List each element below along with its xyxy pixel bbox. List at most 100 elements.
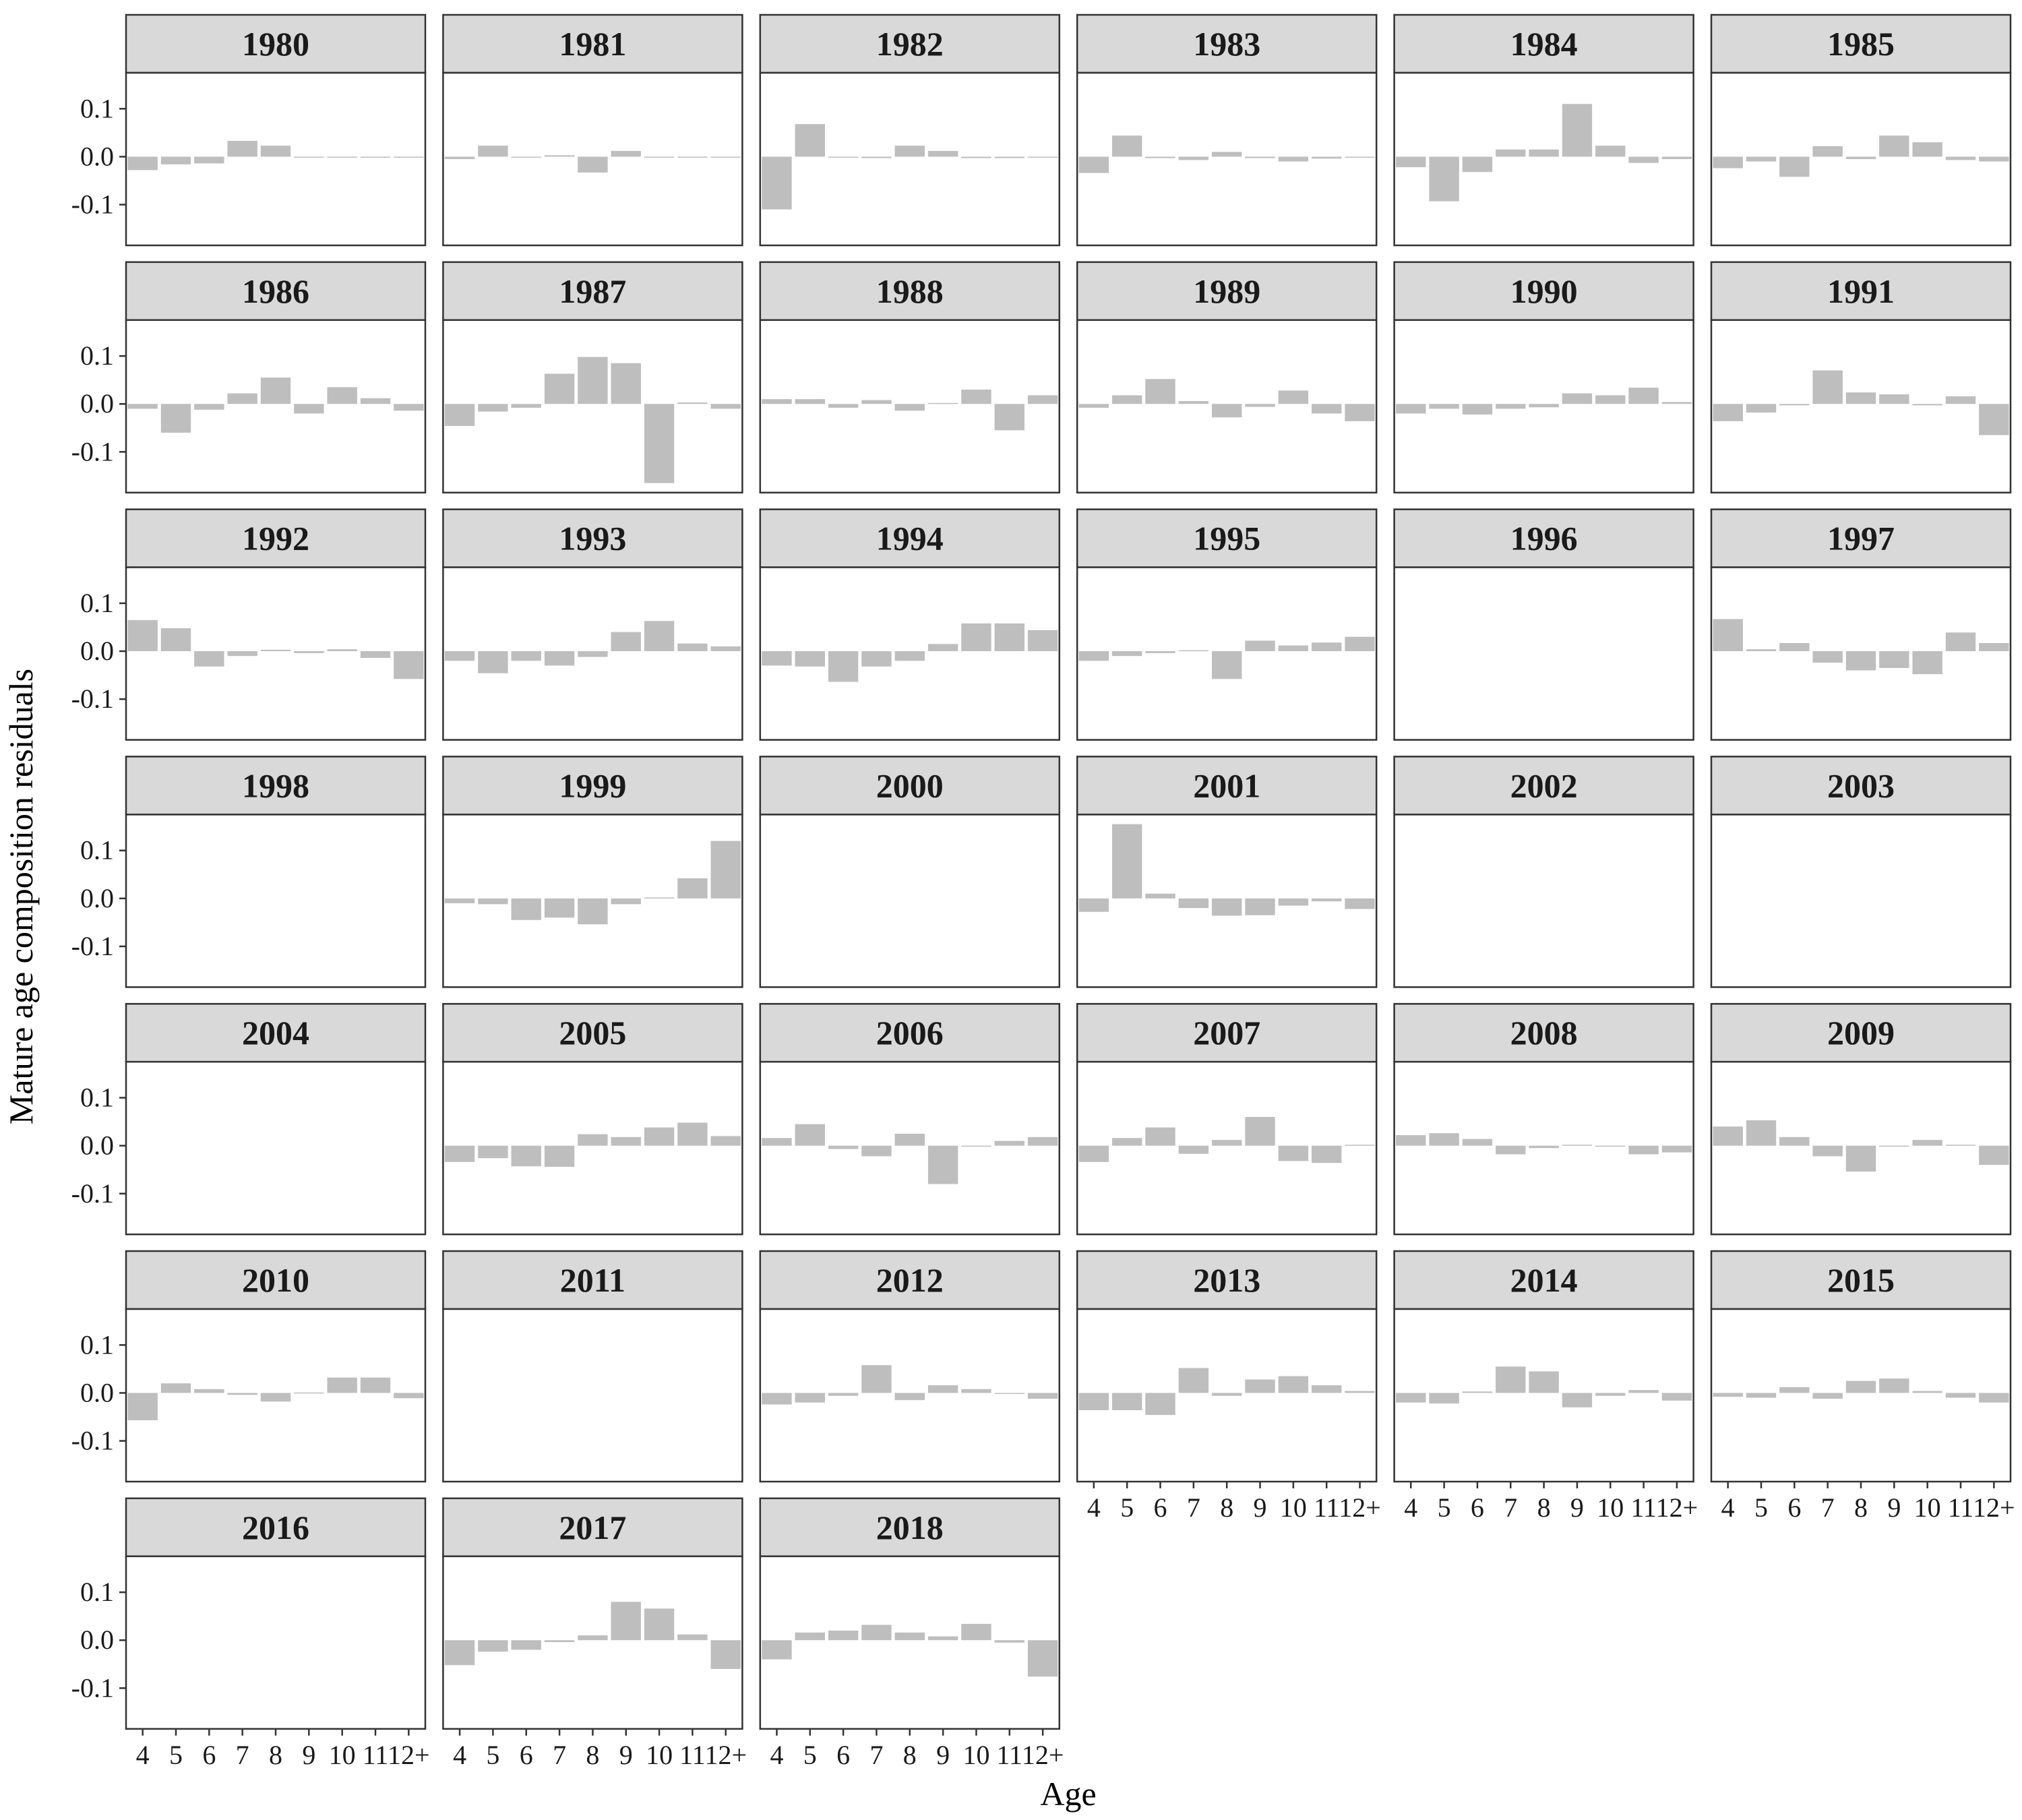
y-tick-label: 0.1 (80, 1083, 114, 1113)
panel-area (1710, 814, 2012, 988)
bar-age-9 (1562, 104, 1593, 157)
bar-age-8 (578, 651, 608, 657)
x-tick-label: 4 (1721, 1492, 1735, 1523)
y-tick-label: 0.1 (80, 588, 114, 618)
facet-panel-1986: 1986 0.1 0.0 -0.1 (71, 261, 427, 494)
facet-strip (1076, 1250, 1378, 1310)
bar-age-4 (1713, 1393, 1743, 1397)
bar-age-7 (861, 156, 892, 158)
x-tick-label: 12+ (1973, 1492, 2015, 1523)
bar-age-12+ (394, 651, 424, 679)
bar-age-9 (1562, 1393, 1593, 1407)
bar-age-7 (227, 1393, 257, 1395)
bar-age-8 (894, 146, 925, 157)
bar-age-5 (478, 651, 508, 673)
bar-age-10 (961, 1389, 991, 1393)
facet-strip (1393, 508, 1694, 568)
facet-strip (759, 261, 1061, 322)
bar-age-10 (644, 404, 675, 483)
bar-age-10 (644, 156, 675, 158)
x-tick-label: 11 (1948, 1492, 1974, 1523)
bar-age-8 (1212, 898, 1242, 916)
bar-age-5 (1746, 156, 1777, 162)
bar-age-10 (1278, 898, 1309, 906)
bar-age-10 (961, 1145, 991, 1147)
y-tick-label: -0.1 (71, 684, 114, 714)
panel-area (1076, 71, 1378, 247)
bar-age-10 (961, 623, 991, 652)
panel-area (1393, 814, 1694, 988)
x-tick-label: 7 (1187, 1492, 1200, 1523)
facet-strip (442, 1250, 743, 1310)
bar-age-8 (578, 1635, 608, 1641)
bar-age-4 (762, 399, 792, 404)
bar-age-5 (1746, 1393, 1777, 1398)
facet-strip (442, 13, 743, 74)
bar-age-9 (611, 150, 641, 157)
facet-strip (1710, 1250, 2012, 1310)
bar-age-9 (611, 898, 641, 905)
bar-age-7 (861, 1365, 892, 1393)
x-tick-label: 7 (1821, 1492, 1835, 1523)
bar-age-6 (828, 1631, 859, 1641)
bar-age-7 (1812, 146, 1843, 157)
y-tick-label: -0.1 (71, 1178, 114, 1209)
bar-age-6 (1145, 651, 1175, 653)
x-tick-label: 7 (1504, 1492, 1517, 1523)
bar-age-5 (478, 1640, 508, 1652)
facet-strip-label: 2004 (242, 1014, 309, 1052)
bar-age-7 (227, 393, 257, 404)
facet-strip (442, 261, 743, 322)
bar-age-6 (1145, 1393, 1175, 1416)
bar-age-7 (544, 898, 575, 918)
bar-age-11 (1628, 1145, 1659, 1155)
bar-age-4 (1713, 156, 1743, 169)
bar-age-11 (994, 404, 1024, 431)
bar-age-4 (127, 156, 158, 171)
bar-age-5 (1746, 1120, 1777, 1146)
bar-age-7 (1496, 1145, 1526, 1155)
bar-age-8 (1845, 392, 1876, 404)
facet-strip-label: 2006 (876, 1014, 944, 1052)
bar-age-8 (1845, 156, 1876, 159)
bar-age-5 (1112, 135, 1142, 157)
facet-strip (1076, 1002, 1378, 1063)
x-tick-label: 8 (1537, 1492, 1551, 1523)
bar-age-9 (1879, 651, 1909, 668)
bar-age-7 (227, 140, 257, 157)
facet-strip (125, 13, 427, 74)
x-tick-label: 5 (486, 1740, 499, 1770)
bar-age-10 (327, 649, 357, 652)
bar-age-12+ (1979, 1145, 2009, 1165)
bar-age-7 (1178, 650, 1209, 652)
bar-age-8 (260, 377, 291, 404)
bar-age-12+ (1661, 1393, 1692, 1401)
x-tick-label: 11 (1630, 1492, 1657, 1523)
bar-age-12+ (710, 1640, 741, 1669)
bar-age-9 (1245, 1116, 1275, 1146)
x-tick-label: 9 (1254, 1492, 1267, 1523)
bar-age-11 (1945, 1393, 1976, 1398)
facet-panel-1981: 1981 (442, 13, 743, 247)
bar-age-4 (1078, 1145, 1109, 1162)
bar-age-7 (227, 651, 257, 657)
bar-age-5 (478, 404, 508, 412)
panel-area (125, 1060, 427, 1236)
bar-age-8 (1212, 404, 1242, 418)
bar-age-12+ (1345, 1391, 1375, 1393)
facet-panel-2000: 2000 (759, 756, 1061, 988)
bar-age-8 (1212, 1140, 1242, 1146)
bar-age-4 (444, 651, 475, 661)
bar-age-4 (762, 1393, 792, 1405)
bar-age-9 (611, 363, 641, 404)
facet-panel-1996: 1996 (1393, 508, 1694, 741)
facet-panel-1987: 1987 (442, 261, 743, 494)
bar-age-10 (1595, 1393, 1626, 1396)
bar-age-11 (1945, 156, 1976, 160)
bar-age-7 (861, 1625, 892, 1641)
bar-age-11 (1312, 404, 1342, 414)
x-tick-label: 9 (1570, 1492, 1584, 1523)
bar-age-4 (1713, 404, 1743, 421)
